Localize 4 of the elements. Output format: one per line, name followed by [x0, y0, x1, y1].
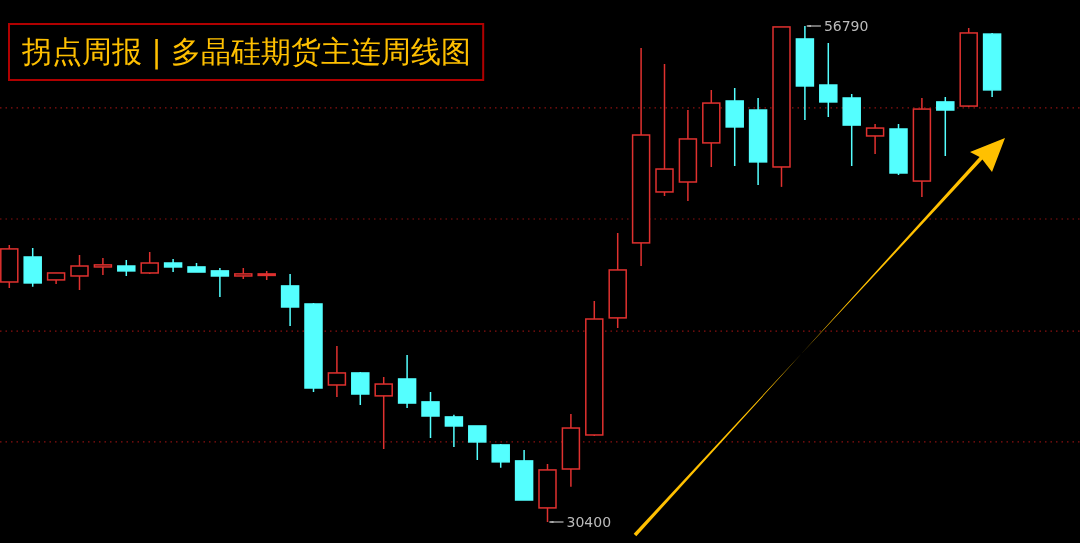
annotation: 30400	[566, 514, 612, 530]
chart-title: 拐点周报 | 多晶硅期货主连周线图	[21, 34, 472, 70]
annotation: 56790	[823, 18, 869, 34]
title: 拐点周报 | 多晶硅期货主连周线图	[8, 23, 485, 81]
